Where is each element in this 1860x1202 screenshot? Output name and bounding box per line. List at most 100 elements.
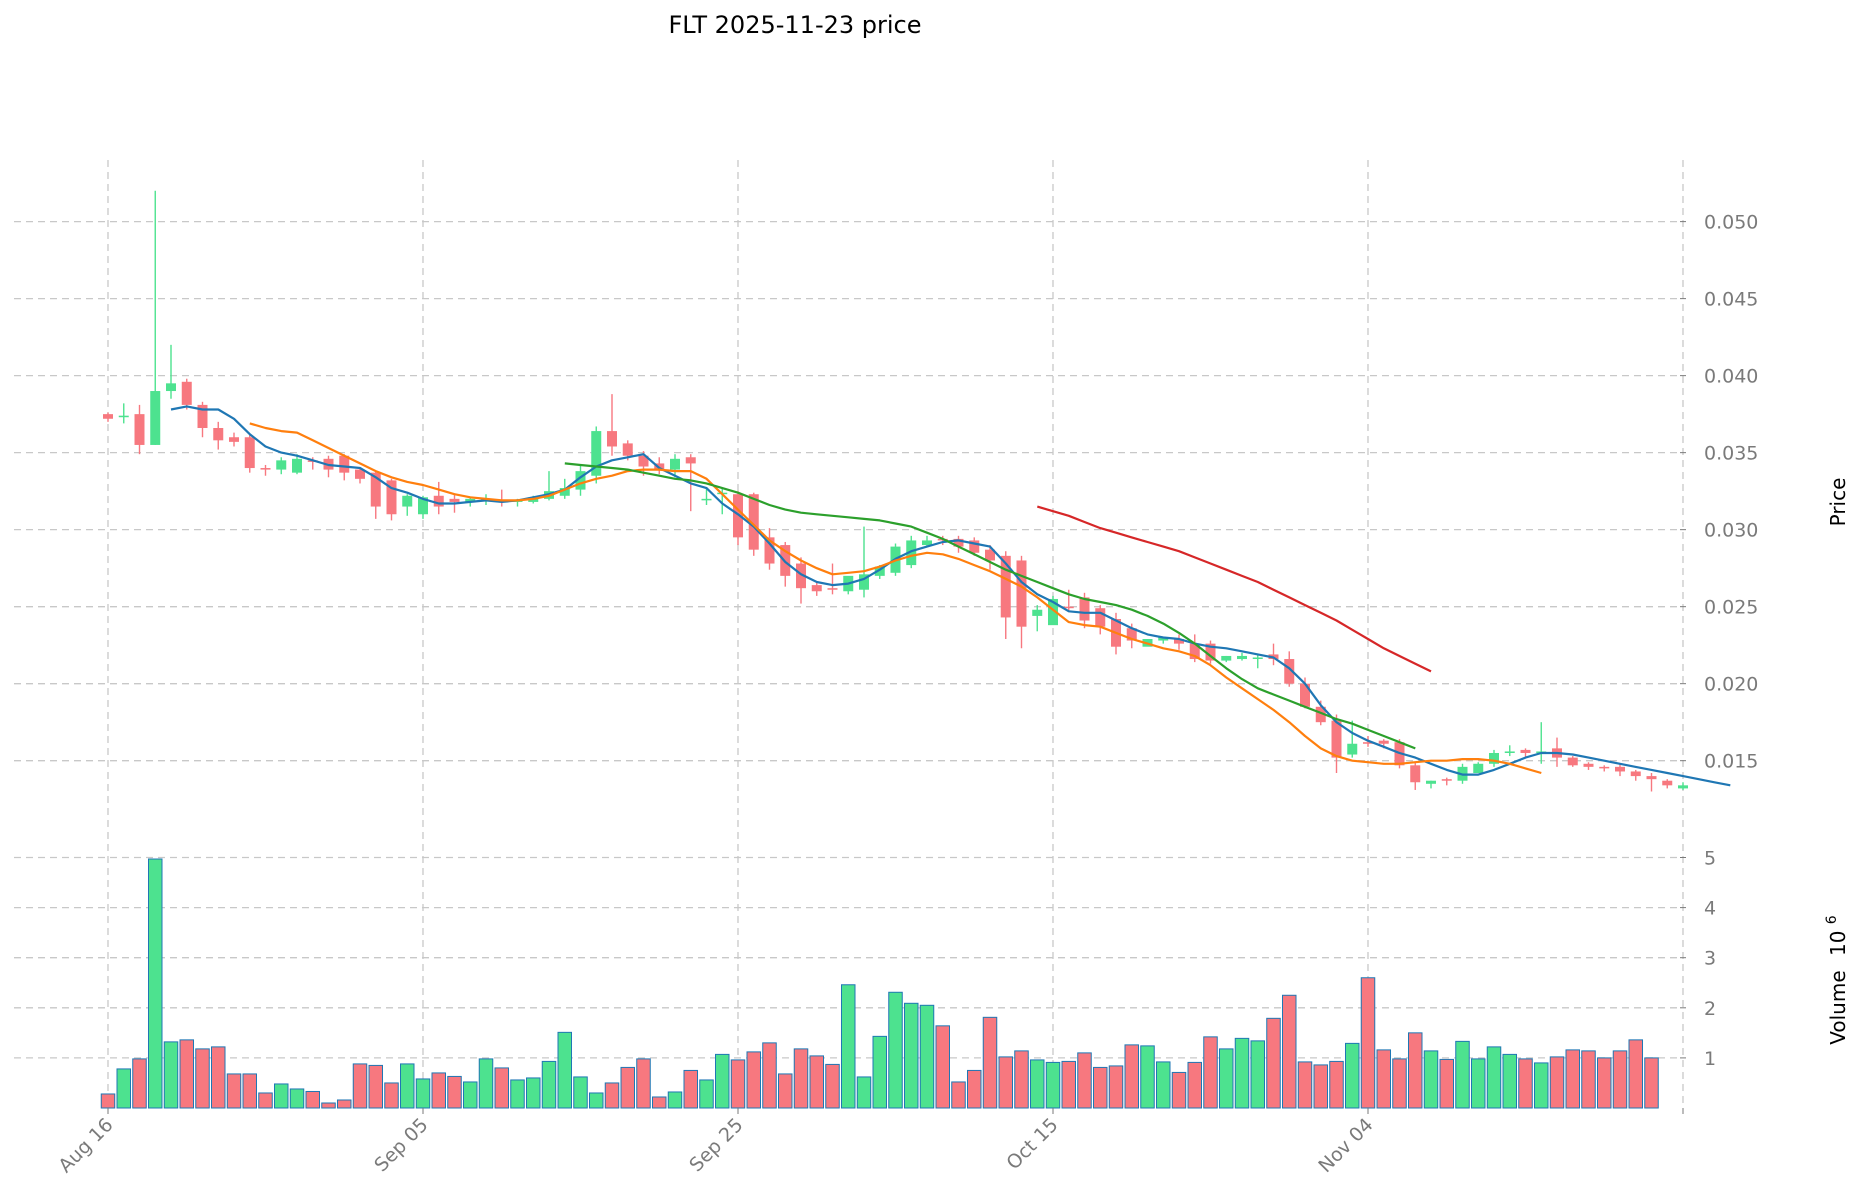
volume-bar-28	[541, 1060, 557, 1109]
candle-body-4	[166, 383, 176, 392]
candle-4	[166, 344, 176, 399]
volume-bar-49	[872, 1035, 887, 1109]
candle-body-98	[1646, 776, 1657, 780]
volume-bar-71	[1219, 1048, 1234, 1109]
x-tick-label-1: Sep 05	[370, 1114, 432, 1176]
volume-bar-0	[100, 1093, 116, 1109]
candle-14	[323, 455, 334, 478]
volume-bar-37	[683, 1069, 698, 1109]
candle-body-85	[1441, 779, 1452, 781]
candle-body-44	[796, 563, 806, 589]
candle-76	[1300, 677, 1310, 709]
x-tick-label-0: Aug 16	[54, 1114, 117, 1177]
candle-body-77	[1315, 706, 1326, 723]
candle-body-18	[386, 480, 397, 515]
volume-axis-label-text: Volume	[1826, 970, 1850, 1044]
x-tick-label-2: Sep 25	[685, 1114, 747, 1176]
volume-bar-89	[1502, 1053, 1517, 1109]
volume-bar-56	[982, 1016, 998, 1109]
candle-body-94	[1583, 763, 1594, 767]
candle-56	[985, 545, 995, 570]
volume-bar-67	[1156, 1061, 1171, 1109]
candle-body-67	[1158, 637, 1169, 641]
candle-30	[575, 464, 586, 496]
chart-title: FLT 2025-11-23 price	[669, 11, 922, 39]
volume-bar-57	[998, 1056, 1013, 1109]
candle-body-97	[1630, 771, 1641, 777]
candle-body-41	[748, 494, 759, 550]
volume-exponent-base: 10	[1826, 931, 1850, 956]
candle-body-21	[433, 495, 444, 507]
volume-bar-77	[1313, 1064, 1328, 1109]
volume-axis: 1 2 3 4 5	[1680, 848, 1716, 1070]
candle-73	[1252, 654, 1263, 669]
candle-body-75	[1284, 659, 1295, 684]
volume-bar-58	[1014, 1050, 1029, 1109]
volume-bar-81	[1376, 1049, 1391, 1109]
candle-body-80	[1363, 742, 1373, 744]
candle-21	[433, 481, 444, 515]
x-tick-label-4: Nov 04	[1314, 1114, 1377, 1177]
candle-18	[386, 478, 397, 521]
volume-bar-4	[163, 1041, 179, 1109]
volume-bar-55	[967, 1069, 982, 1109]
volume-bar-13	[305, 1090, 320, 1109]
candle-body-10	[260, 468, 271, 470]
candle-body-71	[1221, 655, 1232, 661]
candle-97	[1630, 769, 1641, 781]
candle-body-15	[339, 455, 350, 473]
candle-16	[355, 468, 365, 484]
volume-tick-label-1: 2	[1704, 998, 1716, 1020]
volume-bar-70	[1203, 1036, 1218, 1109]
candle-body-1	[118, 415, 129, 418]
candle-19	[402, 494, 413, 516]
candle-2	[134, 404, 145, 455]
volume-bar-11	[274, 1083, 289, 1109]
candle-body-79	[1347, 743, 1358, 755]
candle-6	[197, 401, 208, 438]
svg-text:Volume 10 6: Volume 10 6	[1824, 915, 1850, 1045]
candle-body-60	[1048, 598, 1058, 626]
candle-83	[1410, 762, 1421, 790]
candle-body-30	[575, 471, 586, 490]
candle-body-54	[953, 538, 964, 547]
volume-bar-79	[1345, 1042, 1360, 1109]
candle-79	[1347, 720, 1358, 758]
candle-89	[1504, 745, 1515, 757]
volume-bar-8	[226, 1073, 242, 1109]
candle-body-8	[229, 437, 239, 442]
volume-bar-40	[730, 1059, 746, 1109]
volume-bar-95	[1597, 1057, 1612, 1109]
moving-average-lines	[170, 405, 1731, 787]
candle-48	[859, 526, 869, 598]
price-tick-label-2: 0.025	[1704, 597, 1758, 619]
volume-bar-86	[1455, 1040, 1470, 1109]
candle-body-31	[591, 431, 602, 476]
candle-body-23	[465, 498, 476, 502]
candle-body-96	[1615, 766, 1625, 772]
price-panel	[103, 190, 1731, 792]
candle-0	[103, 412, 113, 422]
candle-71	[1221, 655, 1232, 663]
volume-bar-62	[1077, 1052, 1092, 1109]
candle-body-59	[1032, 609, 1043, 616]
volume-axis-label: Volume 10 6	[1824, 915, 1850, 1045]
candle-54	[953, 535, 964, 553]
candle-46	[827, 563, 838, 595]
volume-bar-98	[1644, 1057, 1659, 1109]
volume-bar-73	[1250, 1040, 1265, 1109]
volume-bar-69	[1187, 1061, 1202, 1109]
candle-body-83	[1410, 765, 1421, 783]
volume-bar-7	[211, 1046, 226, 1109]
volume-bar-45	[809, 1055, 824, 1109]
price-tick-label-0: 0.015	[1704, 751, 1758, 773]
price-tick-label-1: 0.020	[1704, 674, 1758, 696]
candle-68	[1174, 634, 1184, 650]
candle-body-84	[1426, 780, 1436, 784]
ma-short-line	[170, 405, 1731, 787]
volume-bar-38	[699, 1079, 714, 1109]
candle-body-61	[1063, 606, 1074, 609]
volume-bar-68	[1171, 1071, 1187, 1109]
candle-body-51	[906, 540, 917, 566]
candle-body-57	[1000, 555, 1011, 618]
